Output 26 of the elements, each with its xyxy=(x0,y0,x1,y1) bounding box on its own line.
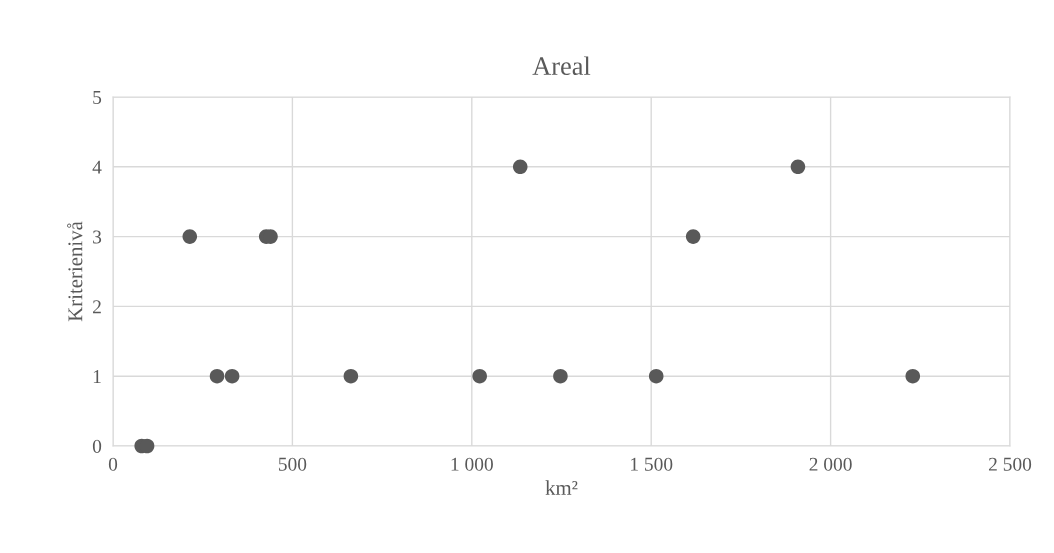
point xyxy=(648,368,664,384)
point xyxy=(553,368,568,384)
y-tick-label: 2 xyxy=(93,300,101,314)
x-axis-title: km² xyxy=(545,480,578,495)
point xyxy=(512,159,528,175)
point xyxy=(472,368,487,384)
point xyxy=(343,368,359,384)
chart-title: Areal xyxy=(532,56,591,76)
x-tick-label: 1 500 xyxy=(631,457,673,471)
x-tick-label: 500 xyxy=(278,457,307,471)
point xyxy=(182,229,198,244)
point xyxy=(224,368,240,384)
y-tick-label: 1 xyxy=(93,370,101,383)
x-tick-label: 1 000 xyxy=(451,457,493,471)
point xyxy=(685,229,701,244)
y-tick-label: 4 xyxy=(92,160,102,174)
point xyxy=(790,159,806,175)
point xyxy=(905,368,921,384)
y-axis-title: Kriterienivå xyxy=(67,221,83,322)
point xyxy=(209,368,225,384)
y-tick-label: 3 xyxy=(93,230,102,244)
x-tick-label: 0 xyxy=(108,457,118,471)
y-tick-label: 5 xyxy=(93,91,102,104)
y-tick-label: 0 xyxy=(92,439,102,453)
x-tick-label: 2 500 xyxy=(988,457,1032,471)
x-tick-label: 2 000 xyxy=(809,457,852,471)
